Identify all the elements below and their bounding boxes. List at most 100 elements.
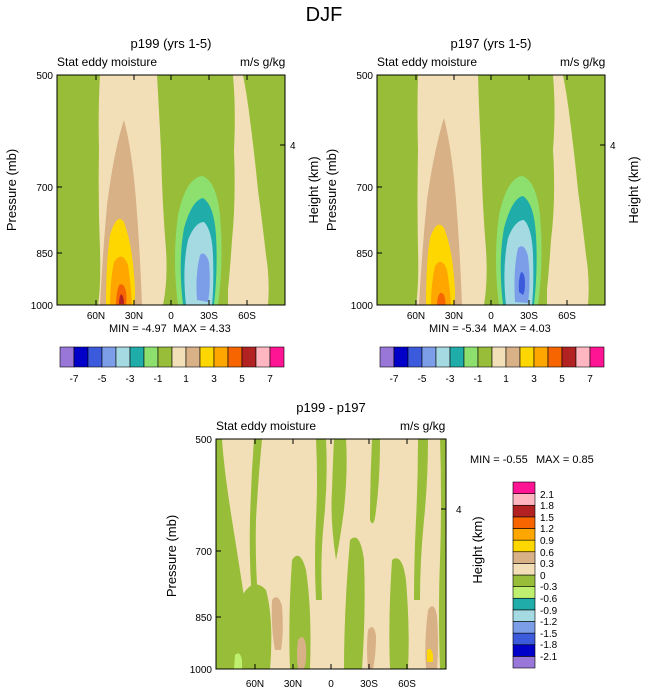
colorbar-label: -0.3 — [540, 582, 558, 593]
panel2-colorbar-swatch — [519, 346, 535, 368]
panel3-plot: 60N 30N 0 30S 60S 500 700 850 1000 4 Pre… — [164, 435, 485, 690]
y-tick-label: 500 — [195, 435, 212, 446]
y-tick-label: 700 — [195, 547, 212, 558]
panel1-colorbar-swatch — [101, 346, 117, 368]
contour-band-brown-3 — [367, 627, 376, 669]
panel2-colorbar-swatch — [491, 346, 507, 368]
x-tick-label: 60N — [407, 311, 425, 322]
panel3-colorbar-swatch — [512, 644, 536, 657]
panel3-colorbar-swatch — [512, 516, 536, 529]
contour-band-yellow — [427, 648, 433, 662]
panel1-colorbar-swatch — [227, 346, 243, 368]
x-tick-label: 30N — [125, 311, 143, 322]
colorbar-label: -0.6 — [540, 594, 558, 605]
panel2-units-label: m/s g/kg — [560, 55, 606, 69]
colorbar-label: 3 — [531, 374, 537, 385]
panel1-units-label: m/s g/kg — [240, 55, 286, 69]
y-tick-label: 1000 — [351, 301, 374, 312]
y-axis-label: Pressure (mb) — [164, 515, 179, 597]
colorbar-label: -0.9 — [540, 606, 558, 617]
panel3-contours — [216, 439, 446, 669]
contour-band-green-far-east — [243, 75, 285, 305]
right-axis-label: Height (km) — [470, 516, 485, 583]
colorbar-label: -7 — [70, 374, 79, 385]
panel2-title: p197 (yrs 1-5) — [450, 36, 532, 51]
colorbar-label: -1.5 — [540, 629, 558, 640]
panel2-colorbar: -7 -5 -3 -1 1 3 5 7 — [379, 346, 605, 385]
contour-band-green-center-3 — [344, 537, 365, 669]
colorbar-label: -1.2 — [540, 617, 558, 628]
colorbar-label: -5 — [98, 374, 107, 385]
x-tick-label: 30S — [200, 311, 218, 322]
panel3-min-label: MIN = -0.55 — [470, 454, 528, 466]
x-tick-label: 60S — [558, 311, 576, 322]
panel2-colorbar-swatch — [589, 346, 605, 368]
colorbar-label: 1.8 — [540, 501, 554, 512]
x-tick-label: 30S — [520, 311, 538, 322]
x-tick-label: 30N — [284, 679, 302, 690]
right-axis-label: Height (km) — [626, 156, 641, 223]
panel1-colorbar-swatch — [213, 346, 229, 368]
colorbar-label: 0.3 — [540, 559, 554, 570]
colorbar-label: 5 — [559, 374, 565, 385]
panel1-colorbar-swatch — [115, 346, 131, 368]
contour-band-green-lower-west — [230, 584, 272, 669]
colorbar-label: 0 — [540, 571, 546, 582]
panel2-colorbar-swatch — [477, 346, 493, 368]
panel1-colorbar-swatch — [87, 346, 103, 368]
x-tick-label: 30S — [360, 679, 378, 690]
panel3-colorbar-swatch — [512, 656, 536, 669]
x-tick-label: 60N — [246, 679, 264, 690]
panel1-colorbar-swatch — [255, 346, 271, 368]
panel1-colorbar-swatch — [269, 346, 285, 368]
contour-band-green-center-1 — [315, 439, 327, 600]
contour-band-green-west — [57, 75, 101, 305]
colorbar-label: 1 — [183, 374, 189, 385]
x-tick-label: 0 — [328, 679, 334, 690]
panel1-contours — [57, 75, 285, 305]
colorbar-label: -1 — [154, 374, 163, 385]
panel2-colorbar-swatch — [449, 346, 465, 368]
panel2-colorbar-swatch — [379, 346, 395, 368]
panel1-colorbar-swatch — [129, 346, 145, 368]
contour-band-green-mid — [289, 555, 311, 669]
colorbar-label: 7 — [587, 374, 593, 385]
y-tick-label: 850 — [195, 613, 212, 624]
colorbar-label: -1 — [474, 374, 483, 385]
panel2-max-label: MAX = 4.03 — [493, 323, 551, 335]
colorbar-label: 5 — [239, 374, 245, 385]
y-tick-label: 1000 — [31, 301, 54, 312]
panel3-colorbar-swatch — [512, 504, 536, 518]
right-axis-label: Height (km) — [306, 156, 321, 223]
colorbar-label: -2.1 — [540, 652, 558, 663]
panel2-colorbar-swatch — [547, 346, 563, 368]
colorbar-label: -3 — [126, 374, 135, 385]
panel1-colorbar-swatch — [143, 346, 159, 368]
contour-band-green-west — [377, 75, 419, 305]
panel3-ticks — [216, 439, 446, 669]
panel3-colorbar: 2.1 1.8 1.5 1.2 0.9 0.6 0.3 0 -0.3 -0.6 … — [512, 481, 558, 669]
colorbar-label: 3 — [211, 374, 217, 385]
panel2-colorbar-swatch — [407, 346, 423, 368]
right-tick-label: 4 — [456, 505, 462, 516]
y-tick-label: 850 — [36, 249, 53, 260]
x-tick-label: 0 — [488, 311, 494, 322]
panel3-colorbar-swatch — [512, 493, 536, 506]
panel3-colorbar-swatch — [512, 609, 536, 622]
contour-band-red — [119, 294, 124, 304]
panel3-title: p199 - p197 — [296, 400, 366, 415]
right-tick-label: 4 — [610, 141, 616, 152]
panel1-max-label: MAX = 4.33 — [173, 323, 231, 335]
panel1-plot: 60N 30N 0 30S 60S 500 700 850 1000 4 Pre… — [4, 71, 321, 322]
colorbar-label: 0.9 — [540, 536, 554, 547]
panel1-left-label: Stat eddy moisture — [57, 55, 158, 69]
y-tick-label: 700 — [36, 183, 53, 194]
y-axis-label: Pressure (mb) — [324, 149, 339, 231]
panel1-colorbar-swatch — [185, 346, 201, 368]
contour-band-brown-1 — [271, 597, 283, 650]
x-tick-label: 60N — [87, 311, 105, 322]
panel1-colorbar-swatch — [59, 346, 75, 368]
colorbar-label: -3 — [446, 374, 455, 385]
panel2-colorbar-swatch — [463, 346, 479, 368]
contour-band-green-streak-1 — [249, 439, 262, 600]
